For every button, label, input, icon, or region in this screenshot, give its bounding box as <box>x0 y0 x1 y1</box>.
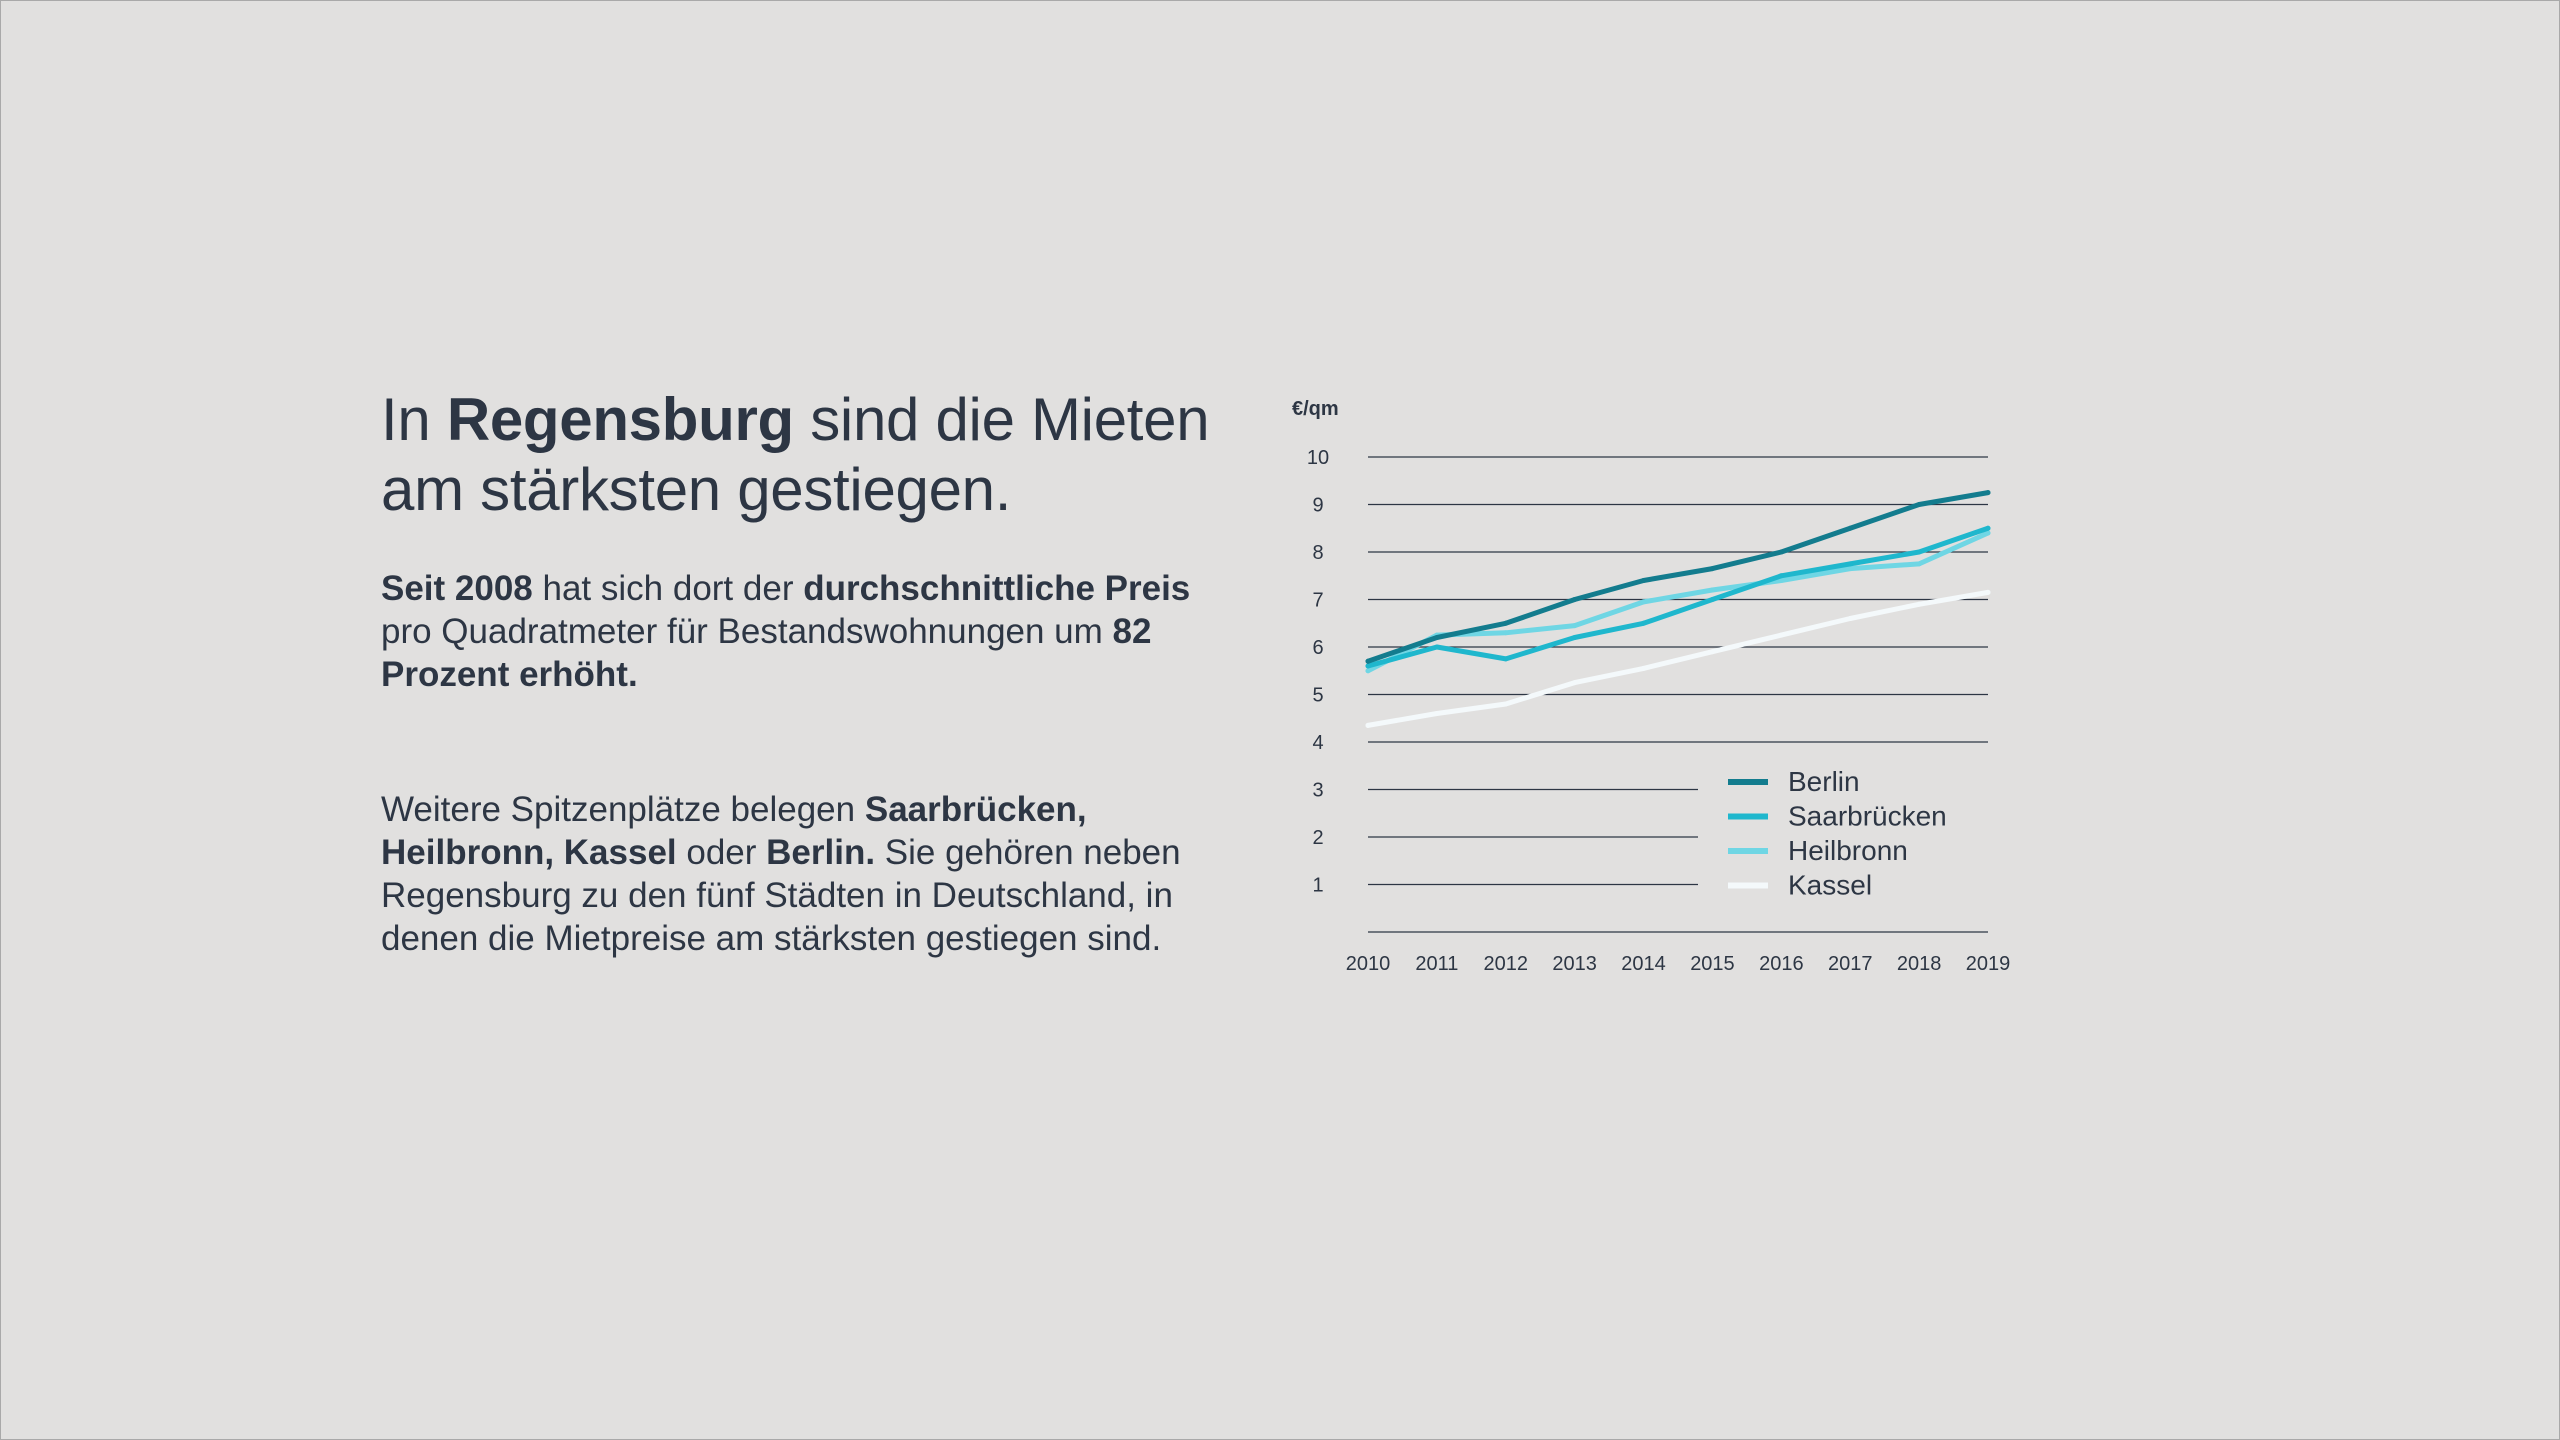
y-tick-label: 5 <box>1312 685 1323 707</box>
y-tick-label: 9 <box>1312 495 1323 517</box>
data-point <box>1365 658 1371 664</box>
paragraph2-run: Saarbrücken, Heilbronn, Kassel <box>381 790 1087 872</box>
paragraph-intro: Seit 2008 hat sich dort der durchschnitt… <box>381 567 1241 696</box>
y-tick-label: 10 <box>1307 447 1329 469</box>
data-point <box>1709 587 1715 593</box>
data-point <box>1434 644 1440 650</box>
data-point <box>1572 635 1578 640</box>
paragraph2-run: Weitere Spitzenplätze belegen <box>381 790 865 829</box>
data-point <box>1503 620 1509 626</box>
data-point <box>1572 680 1578 686</box>
paragraph-cities: Weitere Spitzenplätze belegen Saarbrücke… <box>381 788 1241 960</box>
paragraph2-run: oder <box>676 833 767 872</box>
y-tick-label: 4 <box>1312 732 1323 754</box>
paragraph1-run: durchschnittliche Preis <box>803 569 1191 608</box>
x-tick-label: 2015 <box>1690 953 1735 975</box>
x-tick-label: 2017 <box>1828 953 1873 975</box>
data-point <box>1778 549 1784 555</box>
series-line-3 <box>1365 530 1991 674</box>
series-line-2 <box>1365 525 1991 669</box>
data-point <box>1503 656 1509 662</box>
y-tick-label: 3 <box>1312 780 1323 802</box>
data-point <box>1709 649 1715 655</box>
data-point <box>1985 525 1991 531</box>
y-tick-label: 2 <box>1312 827 1323 849</box>
x-tick-label: 2012 <box>1484 953 1529 975</box>
x-tick-label: 2013 <box>1552 953 1597 975</box>
rent-line-chart: 1 2 3 4 5 6 7 8 9 10 2010 2011 2012 2013 2014 2015 2016… <box>1292 398 2011 975</box>
headline-city: Regensburg <box>446 386 794 453</box>
data-point <box>1778 573 1784 579</box>
data-point <box>1434 711 1440 716</box>
data-point <box>1641 620 1647 626</box>
article-text: In Regensburg sind die Mieten am stärkst… <box>381 385 1241 960</box>
headline-prefix: In <box>381 386 447 453</box>
y-tick-label: 7 <box>1312 590 1323 612</box>
x-tick-label: 2014 <box>1621 953 1666 975</box>
data-point <box>1641 665 1647 671</box>
paragraph1-run: pro Quadratmeter für Bestandswohnungen u… <box>381 612 1113 651</box>
paragraph1-run: 82 Prozent erhöht. <box>381 612 1152 694</box>
data-point <box>1985 490 1991 496</box>
paragraph1-run: hat sich dort der <box>532 569 804 608</box>
data-point <box>1916 601 1922 607</box>
x-tick-label: 2011 <box>1415 953 1458 975</box>
data-point <box>1985 530 1991 536</box>
paragraph2-run: Sie gehören neben Regensburg zu den fünf… <box>381 833 1181 958</box>
data-point <box>1434 635 1440 640</box>
data-point <box>1916 502 1922 507</box>
paragraph1-run: Seit 2008 <box>381 569 533 608</box>
data-point <box>1709 566 1715 572</box>
data-point <box>1572 597 1578 602</box>
y-tick-label: 8 <box>1312 542 1323 564</box>
headline: In Regensburg sind die Mieten am stärkst… <box>381 385 1241 525</box>
headline-suffix: sind die Mieten am stärksten gestiegen. <box>381 386 1210 523</box>
chart-y-axis-label: €/qm <box>1292 398 1339 420</box>
data-point <box>1709 597 1715 602</box>
data-point <box>1985 589 1991 595</box>
data-point <box>1365 663 1371 669</box>
chart-y-ticks: 1 2 3 4 5 6 7 8 9 10 <box>1307 447 1329 897</box>
x-tick-label: 2019 <box>1966 953 2011 975</box>
data-point <box>1916 549 1922 555</box>
data-point <box>1641 599 1647 605</box>
y-tick-label: 6 <box>1312 637 1323 659</box>
legend-label: Heilbronn <box>1788 835 1908 866</box>
chart-x-ticks: 2010 2011 2012 2013 2014 2015 2016 2017 2018 2019 <box>1346 953 2011 975</box>
data-point <box>1365 722 1371 728</box>
data-point <box>1916 561 1922 567</box>
data-point <box>1503 701 1509 707</box>
data-point <box>1572 623 1578 629</box>
legend-label: Berlin <box>1788 766 1860 797</box>
data-point <box>1778 632 1784 638</box>
data-point <box>1778 578 1784 583</box>
data-point <box>1641 578 1647 583</box>
x-tick-label: 2010 <box>1346 953 1391 975</box>
y-tick-label: 1 <box>1312 875 1323 897</box>
series-line-1 <box>1365 490 1991 664</box>
data-point <box>1847 616 1853 621</box>
x-tick-label: 2018 <box>1897 953 1942 975</box>
series-line-4 <box>1365 589 1991 728</box>
legend-label: Kassel <box>1788 870 1872 901</box>
data-point <box>1847 566 1853 572</box>
data-point <box>1365 668 1371 674</box>
legend-label: Saarbrücken <box>1788 801 1947 832</box>
paragraph2-run: Berlin. <box>766 833 876 872</box>
data-point <box>1503 630 1509 636</box>
data-point <box>1847 525 1853 531</box>
data-point <box>1847 561 1853 567</box>
x-tick-label: 2016 <box>1759 953 1804 975</box>
chart-series-lines <box>1365 490 1991 728</box>
chart-gridlines <box>1368 456 1988 933</box>
